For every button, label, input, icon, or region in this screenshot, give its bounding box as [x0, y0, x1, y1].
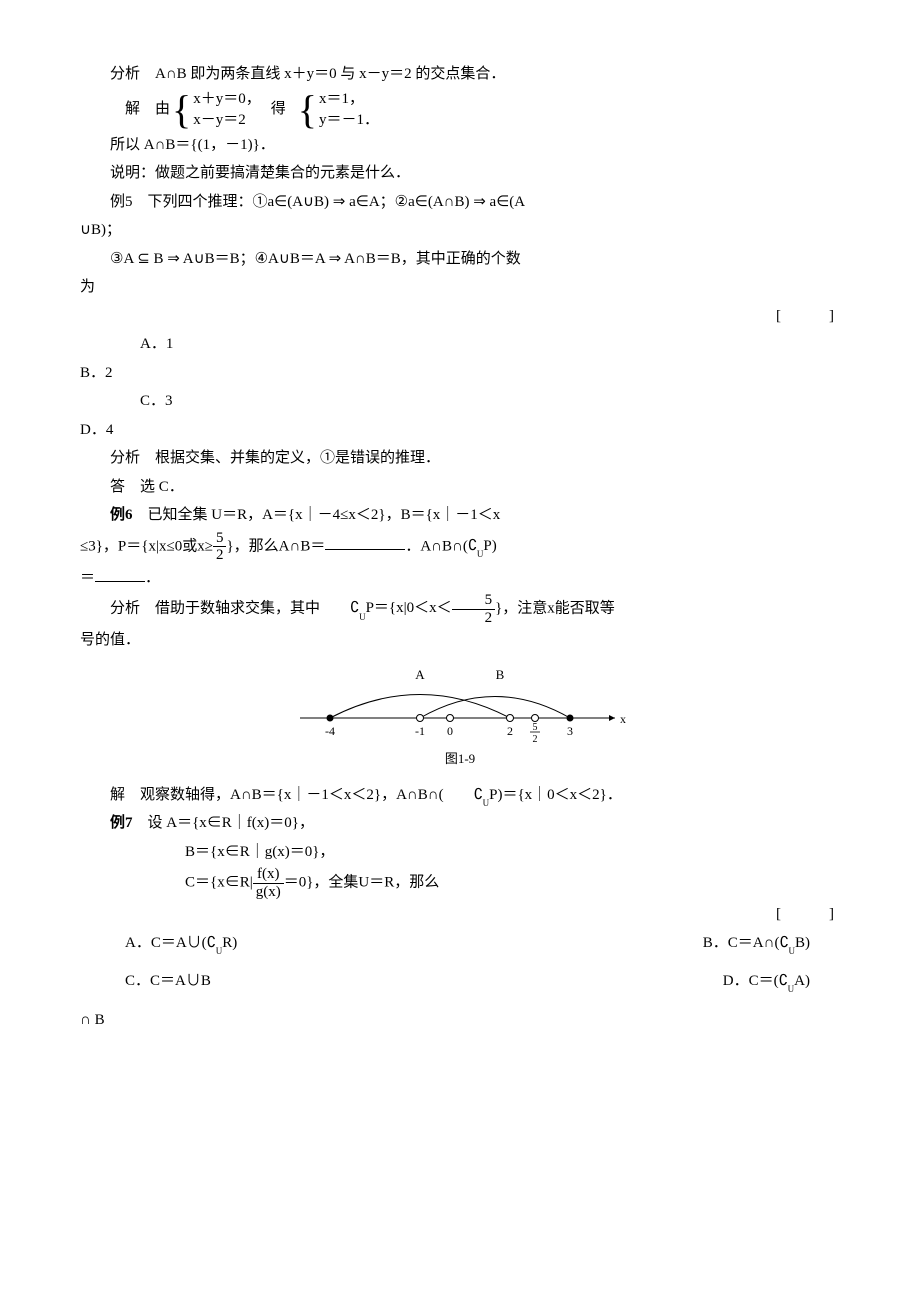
ex6-label: 例6	[110, 507, 133, 523]
example6-line3: ＝．	[80, 564, 840, 593]
ex6-part-a: ≤3}，P＝{x|x≤0或x≥	[80, 538, 213, 554]
complement-icon-2: ∁	[320, 594, 360, 623]
complement-icon-1: ∁	[468, 532, 478, 561]
ex6-part-b: }，那么A∩B＝	[226, 538, 325, 554]
q7-option-b: B．C＝A∩(∁ B)	[703, 929, 810, 958]
option-d: D．4	[80, 416, 840, 445]
eq-sign: ＝	[80, 570, 95, 586]
answer-5: 答 选 C．	[80, 473, 840, 502]
q7a-a: A．C＝A∪(	[125, 935, 207, 951]
frac-num-2: 5	[452, 592, 496, 610]
analysis-6: 分析 借助于数轴求交集，其中∁ P＝{x|0＜x＜52}，注意x能否取等	[80, 592, 840, 626]
sol6-a: 解 观察数轴得，A∩B＝{x｜－1＜x＜2}，A∩B∩(	[110, 787, 444, 803]
options-row-cd: C．C＝A∪B D．C＝(∁ A)	[80, 967, 840, 996]
frac-5-2-a: 52	[213, 530, 227, 564]
ex7-label: 例7	[110, 815, 133, 831]
ex7-c-a: C＝{x∈R|	[185, 874, 253, 890]
svg-text:0: 0	[447, 724, 453, 738]
complement-icon-4: ∁	[207, 929, 217, 958]
sys1-eq2: x－y＝2	[193, 112, 246, 128]
sol6-b: P)＝{x｜0＜x＜2}．	[489, 787, 622, 803]
solution-system: 解 由 { x＋y＝0， x－y＝2 得 { x＝1， y＝－1．	[125, 89, 840, 131]
option-a: A．1	[140, 330, 840, 359]
ex7-text: 设 A＝{x∈R｜f(x)＝0}，	[133, 815, 314, 831]
an6-b: P＝{x|0＜x＜	[366, 600, 452, 616]
options-row-ab: A．C＝A∪(∁R) B．C＝A∩(∁B)	[80, 929, 840, 958]
q7d-b: A)	[794, 973, 810, 989]
solve-prefix: 解 由	[125, 95, 170, 124]
sys1-eq1: x＋y＝0，	[193, 91, 261, 107]
q7-tail: ∩ B	[80, 1006, 840, 1035]
frac-5-2-b: 52	[452, 592, 496, 626]
solution-6: 解 观察数轴得，A∩B＝{x｜－1＜x＜2}，A∩B∩(∁ P)＝{x｜0＜x＜2…	[80, 781, 840, 810]
brace-left-1: {	[172, 90, 191, 130]
frac-den-2: 2	[452, 610, 496, 627]
svg-text:2: 2	[507, 724, 513, 738]
system-1: x＋y＝0， x－y＝2	[193, 89, 261, 131]
analysis-line: 分析 A∩B 即为两条直线 x＋y＝0 与 x－y＝2 的交点集合．	[80, 60, 840, 89]
frac-gx: g(x)	[253, 884, 284, 901]
q7-option-a: A．C＝A∪(∁ R)	[125, 929, 237, 958]
svg-text:-1: -1	[415, 724, 425, 738]
answer-bracket-2: [ ]	[80, 900, 840, 929]
answer-bracket-1: [ ]	[80, 302, 840, 331]
q7d-a: D．C＝(	[723, 973, 779, 989]
option-c: C．3	[140, 387, 840, 416]
svg-text:x: x	[620, 712, 626, 726]
ex6-part-d: P)	[483, 538, 496, 554]
complement-icon-5: ∁	[779, 929, 789, 958]
analysis-5: 分析 根据交集、并集的定义，①是错误的推理．	[80, 444, 840, 473]
an6-c: }，注意x能否取等	[495, 600, 615, 616]
svg-text:3: 3	[567, 724, 573, 738]
sys2-eq1: x＝1，	[319, 91, 364, 107]
example6-line1: 例6 已知全集 U＝R，A＝{x｜－4≤x＜2}，B＝{x｜－1＜x	[80, 501, 840, 530]
q7b-a: B．C＝A∩(	[703, 935, 780, 951]
ex6-text: 已知全集 U＝R，A＝{x｜－4≤x＜2}，B＝{x｜－1＜x	[133, 507, 501, 523]
q7a-b: R)	[222, 935, 237, 951]
number-line-diagram: A B -4 -1 0 2 5 2 3 x 图1-9	[280, 663, 640, 773]
an6-a: 分析 借助于数轴求交集，其中	[110, 600, 320, 616]
result-set: 所以 A∩B＝{(1，－1)}．	[80, 131, 840, 160]
svg-text:2: 2	[533, 734, 538, 745]
mid-text: 得	[271, 95, 286, 124]
q7-option-c: C．C＝A∪B	[125, 967, 211, 996]
frac-fx: f(x)	[253, 866, 284, 884]
svg-text:B: B	[496, 667, 505, 682]
example5-line2: ③A ⊆ B ⇒ A∪B＝B；④A∪B＝A ⇒ A∩B＝B，其中正确的个数	[80, 245, 840, 274]
example5-line1b: ∪B)；	[80, 216, 840, 245]
blank-1	[325, 534, 405, 550]
frac-fg: f(x)g(x)	[253, 866, 284, 900]
remark: 说明：做题之前要搞清楚集合的元素是什么．	[80, 159, 840, 188]
blank-2	[95, 566, 145, 582]
sys2-eq2: y＝－1．	[319, 112, 379, 128]
example5-line1: 例5 下列四个推理：①a∈(A∪B) ⇒ a∈A；②a∈(A∩B) ⇒ a∈(A	[80, 188, 840, 217]
frac-num: 5	[213, 530, 227, 548]
svg-text:图1-9: 图1-9	[445, 751, 475, 766]
example6-line2: ≤3}，P＝{x|x≤0或x≥52}，那么A∩B＝ ．A∩B∩(∁ P)	[80, 530, 840, 564]
frac-den: 2	[213, 547, 227, 564]
complement-icon-3: ∁	[444, 781, 484, 810]
period: ．	[145, 570, 160, 586]
option-b: B．2	[80, 359, 840, 388]
svg-text:A: A	[415, 667, 425, 682]
ex6-part-c: ．A∩B∩(	[405, 538, 468, 554]
example5-line2b: 为	[80, 273, 840, 302]
brace-left-2: {	[298, 90, 317, 130]
example7-line1: 例7 设 A＝{x∈R｜f(x)＝0}，	[80, 809, 840, 838]
q7b-b: B)	[795, 935, 810, 951]
svg-text:5: 5	[533, 722, 538, 733]
q7-option-d: D．C＝(∁ A)	[723, 967, 810, 996]
example7-line3: C＝{x∈R|f(x)g(x)＝0}，全集U＝R，那么	[185, 866, 840, 900]
ex7-c-b: ＝0}，全集U＝R，那么	[284, 874, 440, 890]
example7-line2: B＝{x∈R｜g(x)＝0}，	[185, 838, 840, 867]
svg-text:-4: -4	[325, 724, 335, 738]
complement-icon-6: ∁	[779, 967, 789, 996]
system-2: x＝1， y＝－1．	[319, 89, 379, 131]
analysis-6b: 号的值．	[80, 626, 840, 655]
